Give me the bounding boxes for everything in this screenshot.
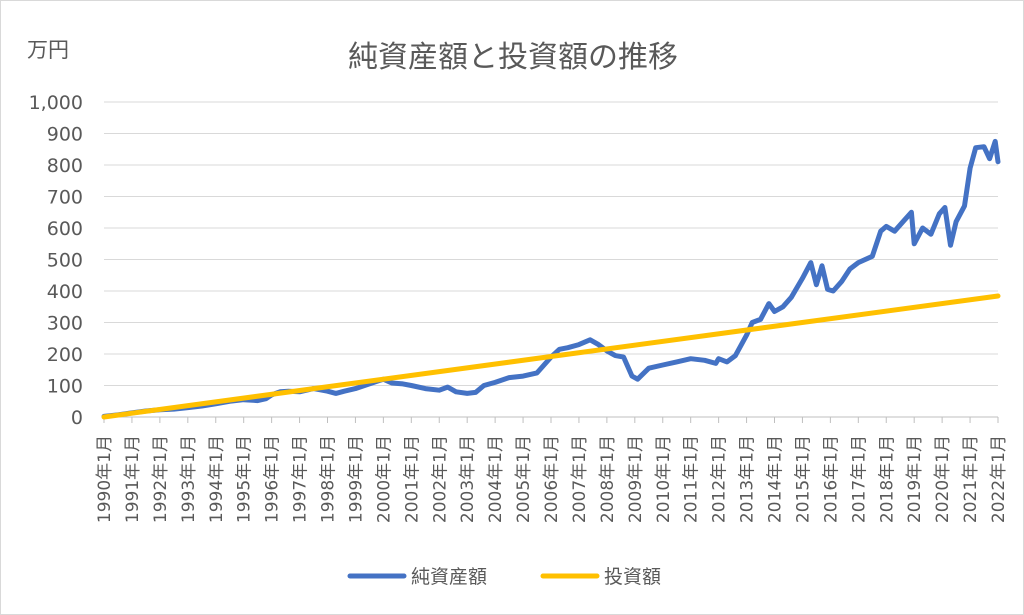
x-tick-label: 2000年1月 [374, 435, 394, 523]
x-axis-ticks: 1990年1月 1991年1月 1992年1月 1993年1月 1994年1月 1995年… [95, 417, 1009, 523]
x-tick-label: 1995年1月 [235, 435, 255, 523]
x-tick-label: 2014年1月 [766, 435, 786, 523]
x-tick-label: 1998年1月 [319, 435, 339, 523]
y-tick-label: 400 [47, 281, 83, 303]
x-tick-label: 2004年1月 [486, 435, 506, 523]
x-tick-label: 2010年1月 [654, 435, 674, 523]
x-tick-label: 2007年1月 [570, 435, 590, 523]
x-tick-label: 1993年1月 [179, 435, 199, 523]
series-line-0 [101, 138, 1001, 419]
x-tick-label: 1994年1月 [207, 435, 227, 523]
x-tick-label: 2020年1月 [933, 435, 953, 523]
x-tick-label: 2016年1月 [821, 435, 841, 523]
x-tick-label: 2001年1月 [402, 435, 422, 523]
y-tick-label: 600 [47, 218, 83, 240]
y-tick-label: 900 [47, 124, 83, 146]
legend: 純資産額 投資額 [347, 566, 661, 588]
y-tick-label: 100 [47, 376, 83, 398]
y-tick-label: 700 [47, 187, 83, 209]
x-tick-label: 2012年1月 [710, 435, 730, 523]
x-tick-label: 2009年1月 [626, 435, 646, 523]
legend-label-0: 純資産額 [411, 566, 487, 588]
x-tick-label: 2002年1月 [430, 435, 450, 523]
x-tick-label: 2015年1月 [793, 435, 813, 523]
x-tick-label: 2011年1月 [682, 435, 702, 523]
series-lines [101, 138, 1001, 420]
x-tick-label: 2022年1月 [989, 435, 1009, 523]
gridlines [104, 101, 998, 418]
x-tick-label: 1991年1月 [123, 435, 143, 523]
y-axis-ticks: 0 100 200 300 400 500 600 700 800 900 1,000 [29, 92, 83, 429]
x-tick-label: 1996年1月 [263, 435, 283, 523]
series-line-1 [101, 293, 1001, 420]
x-tick-label: 2003年1月 [458, 435, 478, 523]
x-tick-label: 1990年1月 [95, 435, 115, 523]
x-tick-label: 1999年1月 [346, 435, 366, 523]
x-tick-label: 1997年1月 [291, 435, 311, 523]
x-tick-label: 1992年1月 [151, 435, 171, 523]
y-tick-label: 200 [47, 344, 83, 366]
legend-label-1: 投資額 [604, 566, 661, 588]
x-tick-label: 2017年1月 [849, 435, 869, 523]
x-tick-label: 2018年1月 [877, 435, 897, 523]
y-tick-label: 0 [71, 407, 83, 429]
y-tick-label: 300 [47, 313, 83, 335]
x-tick-label: 2021年1月 [961, 435, 981, 523]
y-axis-unit-label: 万円 [27, 38, 69, 62]
y-tick-label: 1,000 [29, 92, 83, 114]
y-tick-label: 500 [47, 250, 83, 272]
chart-title: 純資産額と投資額の推移 [348, 40, 678, 75]
x-tick-label: 2008年1月 [598, 435, 618, 523]
x-tick-label: 2019年1月 [905, 435, 925, 523]
y-tick-label: 800 [47, 155, 83, 177]
x-tick-label: 2006年1月 [542, 435, 562, 523]
x-tick-label: 2005年1月 [514, 435, 534, 523]
x-tick-label: 2013年1月 [738, 435, 758, 523]
